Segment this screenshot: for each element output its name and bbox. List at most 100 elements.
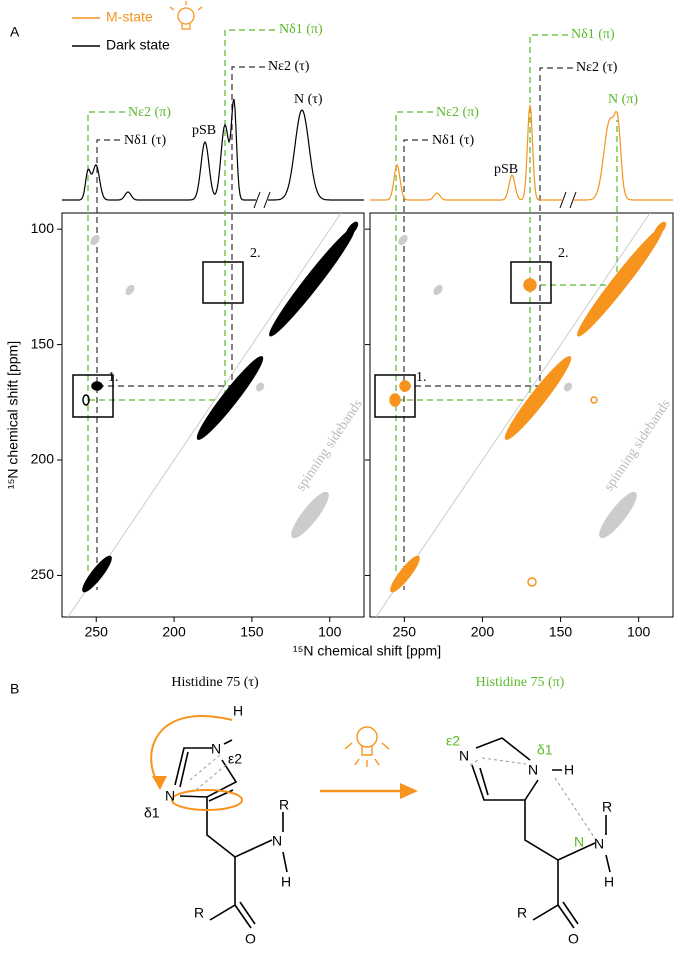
contour xyxy=(291,491,329,539)
region-box xyxy=(202,261,244,304)
atom: R xyxy=(194,905,204,921)
region-box xyxy=(510,261,552,304)
peak-label: pSB xyxy=(192,123,216,138)
x-tick-label: 100 xyxy=(627,624,651,640)
peak-label: Nε2 (τ) xyxy=(268,59,310,74)
box-label: 1. xyxy=(416,370,427,385)
contour xyxy=(523,278,537,292)
guide-line xyxy=(393,34,618,401)
structure-title: Histidine 75 (τ) xyxy=(171,675,259,690)
x-tick-label: 250 xyxy=(393,624,417,640)
y-tick-label: 100 xyxy=(31,220,55,236)
atom: N xyxy=(594,836,604,852)
spectrum-1d xyxy=(62,98,364,201)
contour xyxy=(91,381,103,391)
atom: R xyxy=(517,905,527,921)
region-box xyxy=(374,374,416,418)
contour xyxy=(433,284,443,296)
peak-label: Nε2 (τ) xyxy=(576,60,618,75)
axis-break xyxy=(253,191,271,209)
contour xyxy=(577,227,663,337)
atom: R xyxy=(279,797,289,813)
guide-line xyxy=(395,111,433,575)
box-label: 2. xyxy=(250,246,261,261)
x-tick-label: 200 xyxy=(162,624,186,640)
atom: ε2 xyxy=(446,733,460,749)
annotation: spinning sidebands xyxy=(602,397,674,494)
peak-label: Nδ1 (τ) xyxy=(432,133,474,148)
atom: H xyxy=(281,874,291,890)
panel-label: B xyxy=(10,681,19,697)
region-box xyxy=(72,374,114,418)
atom: N xyxy=(528,762,538,778)
y-tick-label: 150 xyxy=(31,335,55,351)
diagonal xyxy=(375,212,651,618)
atom: H xyxy=(604,874,614,890)
atom: N xyxy=(574,834,584,850)
atom: O xyxy=(245,931,256,947)
atom: N xyxy=(211,741,221,757)
atom: N xyxy=(459,748,469,764)
y-axis-label: ¹⁵N chemical shift [ppm] xyxy=(5,341,21,489)
contour xyxy=(590,396,598,404)
guide-line xyxy=(403,139,428,590)
contour xyxy=(269,227,355,337)
y-tick-label: 250 xyxy=(31,566,55,582)
contour xyxy=(125,284,135,296)
contour xyxy=(390,555,420,593)
guide-line xyxy=(404,67,573,387)
contour xyxy=(563,382,573,392)
x-tick-label: 150 xyxy=(240,624,264,640)
panel-label: A xyxy=(10,24,20,40)
peak-label: Nε2 (π) xyxy=(128,105,171,120)
atom: N xyxy=(165,788,175,804)
x-tick-label: 250 xyxy=(85,624,109,640)
bulb-icon xyxy=(344,726,390,767)
bulb-icon xyxy=(169,1,203,30)
axis-break xyxy=(559,191,577,209)
atom: δ1 xyxy=(144,805,160,821)
peak-label: Nδ1 (π) xyxy=(571,27,615,42)
x-tick-label: 150 xyxy=(549,624,573,640)
atom: H xyxy=(233,703,243,719)
atom: O xyxy=(568,931,579,947)
contour xyxy=(527,577,537,587)
contour xyxy=(398,234,408,246)
annotation: spinning sidebands xyxy=(294,397,366,494)
peak-label: N (π) xyxy=(608,92,638,107)
peak-label: N (τ) xyxy=(294,92,323,107)
peak-label: Nδ1 (τ) xyxy=(124,133,166,148)
plot-frame xyxy=(61,212,365,618)
guide-line xyxy=(97,66,265,387)
x-tick-label: 100 xyxy=(318,624,342,640)
contour xyxy=(399,380,411,392)
atom: δ1 xyxy=(537,742,553,758)
legend-text: Dark state xyxy=(106,37,170,53)
guide-line xyxy=(96,139,120,590)
contour xyxy=(504,356,572,440)
contour xyxy=(196,356,264,440)
spectrum-1d xyxy=(370,104,673,201)
atom: N xyxy=(272,833,282,849)
contour xyxy=(345,221,359,237)
contour xyxy=(255,382,265,392)
x-tick-label: 200 xyxy=(471,624,495,640)
guide-line xyxy=(85,29,275,401)
x-axis-label: ¹⁵N chemical shift [ppm] xyxy=(293,643,441,659)
legend-text: M-state xyxy=(106,9,153,25)
peak-label: pSB xyxy=(494,162,518,177)
peak-label: Nδ1 (π) xyxy=(279,22,323,37)
diagonal xyxy=(67,212,342,618)
structure-bonds xyxy=(150,714,611,929)
atom: R xyxy=(602,799,612,815)
contour xyxy=(90,234,100,246)
atom: ε2 xyxy=(228,751,242,767)
box-label: 2. xyxy=(558,246,569,261)
contour xyxy=(389,393,401,407)
peak-label: Nε2 (π) xyxy=(436,105,479,120)
contour xyxy=(653,221,667,237)
contour xyxy=(82,555,112,593)
guide-line xyxy=(87,111,125,575)
atom: H xyxy=(564,762,574,778)
